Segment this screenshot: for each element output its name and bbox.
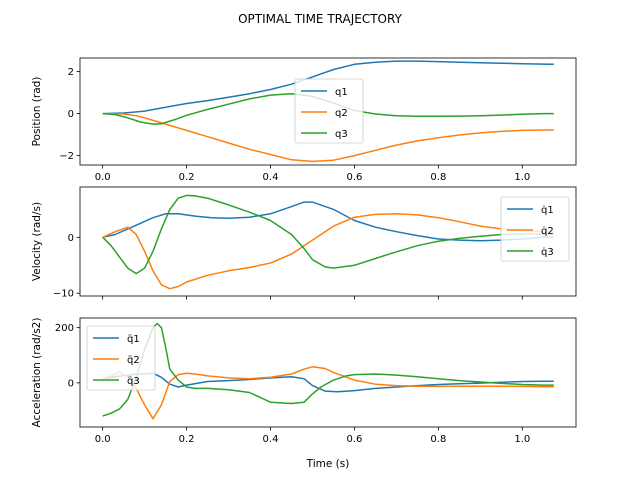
y-tick-label: −2 xyxy=(59,151,74,162)
x-tick-label: 0.0 xyxy=(95,172,111,183)
y-axis-label: Position (rad) xyxy=(31,77,43,147)
x-tick-label: 0.2 xyxy=(179,434,195,445)
series-line-q1 xyxy=(102,60,554,115)
y-axis-label: Acceleration (rad/s2) xyxy=(31,318,43,428)
y-axis-label: Velocity (rad/s) xyxy=(31,202,43,281)
axes-frame xyxy=(79,57,577,166)
x-tick-label: 1.0 xyxy=(514,172,530,183)
series-lines xyxy=(102,322,554,420)
series-line-qdot1 xyxy=(102,372,554,393)
legend-label-q2: q2 xyxy=(335,108,348,119)
y-tick-label: 0 xyxy=(68,109,74,120)
legend: q̈1 q̈2 q̈3 xyxy=(86,325,156,391)
panel-2: −10 0 Velocity (rad/s) q̇1 q̇2 q̇3 xyxy=(31,186,577,300)
legend-label-qdot2: q̈2 xyxy=(127,355,140,366)
legend-label-qdot1: q̈1 xyxy=(127,334,140,345)
x-tick-label: 0.4 xyxy=(263,434,279,445)
series-line-qdot2 xyxy=(102,366,554,420)
legend-label-q3: q3 xyxy=(335,129,348,140)
legend-label-qdot3: q̈3 xyxy=(127,376,140,387)
x-tick-label: 1.0 xyxy=(514,434,530,445)
legend-box xyxy=(86,325,156,391)
panel-1: 0.0 0.2 0.4 0.6 0.8 1.0 −2 0 2 Position (rad) q1 q2… xyxy=(31,57,577,183)
x-tick-label: 0.6 xyxy=(346,434,362,445)
subplots: 0.0 0.2 0.4 0.6 0.8 1.0 −2 0 2 Position (rad) q1 q2… xyxy=(31,57,577,445)
y-tick-label: −10 xyxy=(53,289,74,300)
axes-frame xyxy=(79,186,577,297)
legend-label-qdot3: q̇3 xyxy=(541,246,554,258)
x-tick-label: 0.0 xyxy=(95,434,111,445)
y-tick-label: 200 xyxy=(55,323,74,334)
series-line-qdot1 xyxy=(102,201,554,242)
panel-3: 0.0 0.2 0.4 0.6 0.8 1.0 0 200 Acceleration (rad/… xyxy=(31,317,577,445)
y-tick-label: 2 xyxy=(68,67,74,78)
legend: q̇1 q̇2 q̇3 xyxy=(500,196,570,262)
axes-frame xyxy=(79,317,577,428)
legend-label-qdot1: q̇1 xyxy=(541,204,554,216)
x-axis-label: Time (s) xyxy=(306,458,350,470)
legend-label-q1: q1 xyxy=(335,87,348,98)
series-lines xyxy=(102,194,554,290)
legend-label-qdot2: q̇2 xyxy=(541,225,554,237)
x-tick-label: 0.8 xyxy=(430,434,446,445)
x-tick-label: 0.2 xyxy=(179,172,195,183)
legend-box xyxy=(294,78,364,144)
figure-title: OPTIMAL TIME TRAJECTORY xyxy=(238,12,402,26)
y-tick-label: 0 xyxy=(68,378,74,389)
y-tick-label: 0 xyxy=(68,233,74,244)
x-tick-label: 0.8 xyxy=(430,172,446,183)
x-tick-label: 0.6 xyxy=(346,172,362,183)
series-line-qdot2 xyxy=(102,213,554,290)
legend-box xyxy=(500,196,570,262)
series-line-qdot3 xyxy=(102,194,554,275)
legend: q1 q2 q3 xyxy=(294,78,364,144)
x-tick-label: 0.4 xyxy=(263,172,279,183)
